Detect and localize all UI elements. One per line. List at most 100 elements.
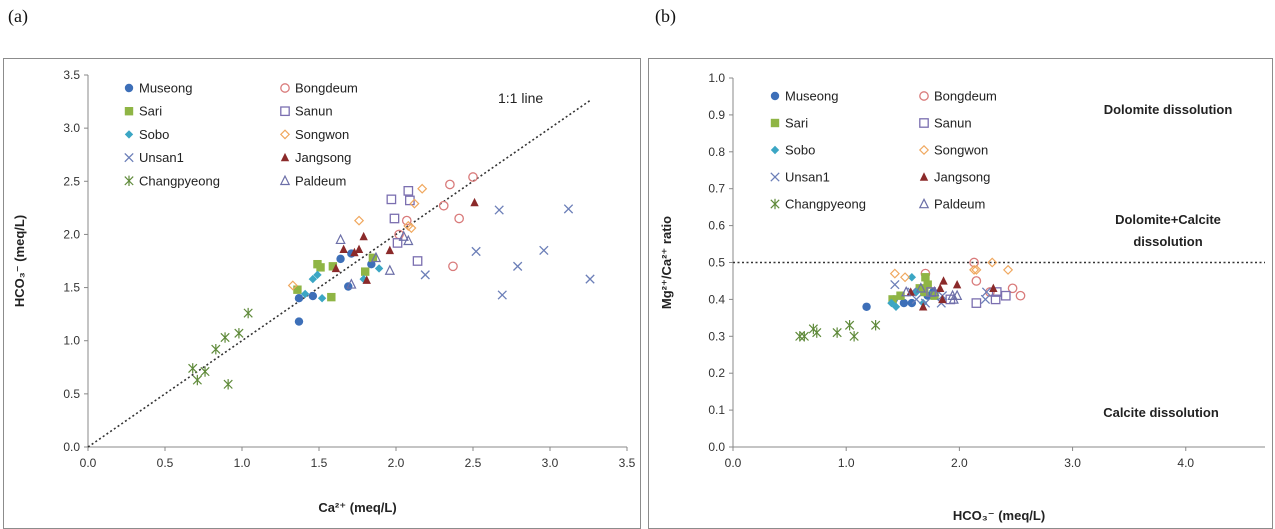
data-point-bongdeum [454,213,464,224]
data-point-paldeum [398,230,409,241]
data-point-changpyeong [849,331,859,342]
data-point-sobo [907,273,917,282]
x-tick-label: 3.0 [1064,456,1081,470]
legend-marker-sanun [919,118,929,128]
data-point-bongdeum [401,215,412,226]
data-point-sari [293,285,302,294]
data-point-unsan1 [980,294,991,305]
data-point-bongdeum [468,172,478,182]
legend-label: Sobo [785,143,815,158]
data-point-sari [328,262,338,271]
y-tick-label: 0.6 [708,219,725,233]
data-point-songwon [353,215,365,226]
data-point-unsan1 [911,294,922,305]
legend-marker-changpyeong [124,175,134,186]
data-point-songwon [409,198,420,209]
data-point-jangsong [952,279,962,289]
data-point-changpyeong [795,331,805,342]
data-point-sobo [887,298,896,308]
data-point-changpyeong [211,344,221,355]
y-tick-label: 0.7 [708,182,725,196]
data-point-museong [862,302,871,311]
data-point-jangsong [935,283,945,293]
legend-label: Jangsong [295,150,351,165]
y-tick-label: 0.5 [708,256,725,270]
data-point-songwon [417,183,428,194]
data-point-changpyeong [220,332,230,343]
data-point-sari [923,280,932,289]
legend-marker-jangsong [280,152,290,162]
legend-marker-sobo [124,130,134,139]
x-axis-title: Ca²⁺ (meq/L) [318,500,396,515]
legend-label: Unsan1 [139,150,184,165]
data-point-bongdeum [438,200,449,211]
y-tick-label: 3.0 [63,121,80,135]
zone-annotation: Calcite dissolution [1103,405,1219,420]
data-point-unsan1 [471,246,481,257]
legend-marker-paldeum [918,197,930,209]
one-to-one-line [87,98,593,448]
legend-label: Unsan1 [785,170,830,185]
data-point-unsan1 [981,287,992,297]
data-point-sari [368,253,378,263]
legend-marker-songwon [279,129,291,140]
data-point-songwon [1003,264,1014,275]
data-point-jangsong [359,231,368,241]
y-tick-label: 0.2 [708,366,725,380]
data-point-paldeum [384,264,396,275]
data-point-songwon [969,264,980,275]
data-point-unsan1 [420,270,430,280]
y-tick-label: 0.0 [708,440,725,454]
x-axis-title: HCO₃⁻ (meq/L) [953,508,1045,523]
data-point-bongdeum [971,276,982,286]
x-tick-label: 3.0 [542,456,559,470]
data-point-paldeum [403,234,414,246]
legend-marker-unsan1 [770,172,780,182]
data-point-museong [294,317,304,326]
x-tick-label: 0.0 [80,456,97,470]
data-point-songwon [971,264,982,275]
data-point-songwon [889,268,900,279]
legend-marker-bongdeum [919,91,929,101]
data-point-jangsong [331,263,341,273]
data-point-sanun [971,298,982,308]
data-point-jangsong [989,283,998,293]
y-tick-label: 2.5 [63,174,80,188]
y-axis-title: Mg²⁺/Ca²⁺ ratio [659,216,674,309]
legend-marker-jangsong [919,172,929,181]
data-point-jangsong [938,294,947,304]
data-point-museong [336,254,345,264]
data-point-paldeum [915,282,927,293]
y-tick-label: 3.5 [63,68,80,82]
legend-label: Sari [139,104,162,119]
x-tick-label: 1.5 [311,456,328,470]
x-tick-label: 4.0 [1177,456,1194,470]
data-point-sari [316,263,325,272]
data-point-unsan1 [563,204,574,214]
data-point-bongdeum [1007,283,1018,294]
data-point-changpyeong [223,379,233,390]
legend-marker-sari [124,107,134,116]
data-point-jangsong [470,197,479,207]
x-tick-label: 2.5 [465,456,482,470]
data-point-unsan1 [539,245,549,256]
data-point-sari [896,291,905,300]
legend-label: Changpyeong [139,173,220,188]
data-point-sobo [300,289,310,299]
y-tick-label: 0.1 [708,403,725,417]
panel-b-label: (b) [655,6,676,26]
x-tick-label: 0.0 [725,456,742,470]
y-tick-label: 0.4 [708,292,725,306]
data-point-sanun [990,294,1001,305]
legend-marker-unsan1 [124,152,134,163]
data-point-paldeum [335,233,346,245]
legend-label: Sanun [934,116,972,131]
legend-label: Jangsong [934,170,990,185]
y-tick-label: 0.8 [708,145,725,159]
legend-label: Paldeum [295,173,346,188]
data-point-sobo [374,264,384,273]
data-point-sanun [403,186,414,196]
data-point-jangsong [362,275,371,284]
